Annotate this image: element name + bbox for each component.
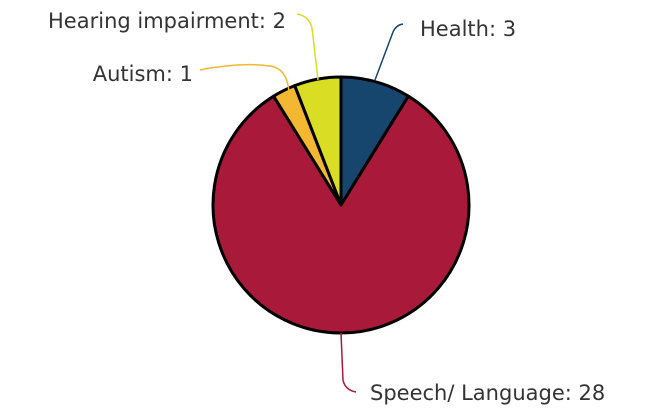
data-label: Hearing impairment: 2 xyxy=(48,9,286,33)
pie-slice xyxy=(211,94,471,335)
leader-line xyxy=(296,13,319,81)
leader-line xyxy=(199,63,290,93)
leader-line xyxy=(340,332,357,393)
data-label: Autism: 1 xyxy=(93,62,193,86)
data-label: Speech/ Language: 28 xyxy=(370,381,605,405)
data-label: Health: 3 xyxy=(420,17,516,41)
leader-line xyxy=(374,23,404,81)
